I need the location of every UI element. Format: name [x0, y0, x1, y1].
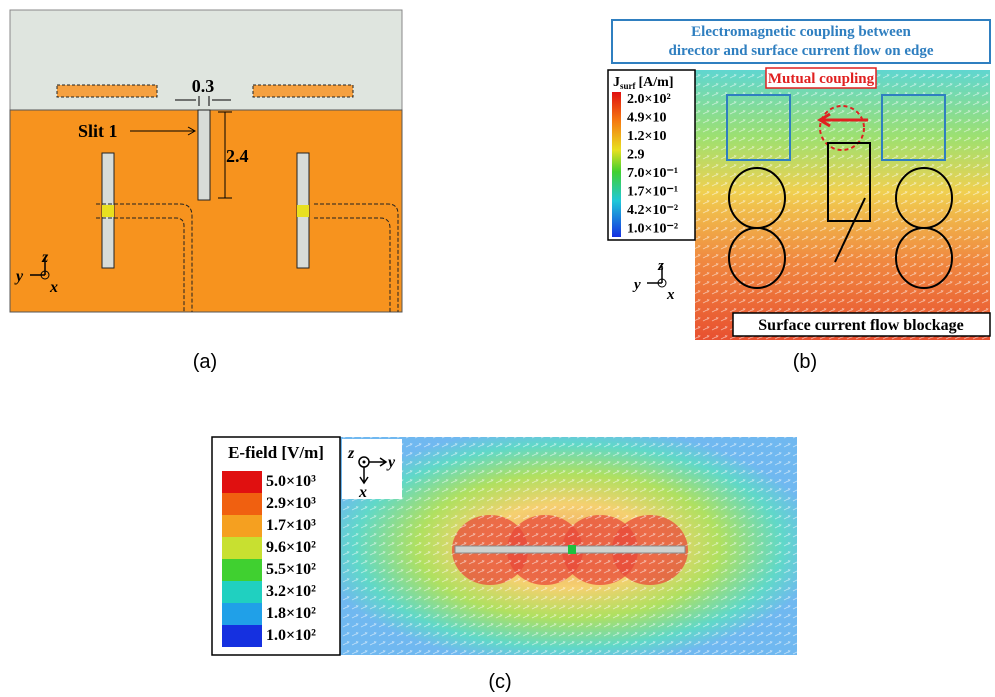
legend-swatch — [222, 625, 262, 647]
legend-title-main: J — [613, 75, 620, 90]
panel-label: (a) — [193, 351, 217, 373]
figure: 0.3 Slit 1 2.4 z y x (a) Electromagnetic… — [0, 0, 995, 697]
legend-tick-label: 4.9×10 — [627, 111, 666, 126]
feed — [568, 545, 576, 554]
legend-swatch — [222, 493, 262, 515]
panel-label: (c) — [488, 671, 511, 693]
axis-label: x — [358, 484, 367, 501]
panel-a: 0.3 Slit 1 2.4 z y x (a) — [10, 10, 402, 373]
legend-swatch — [222, 559, 262, 581]
legend-tick-label: 9.6×10² — [266, 539, 316, 556]
axis-label: x — [49, 279, 58, 296]
legend-tick-label: 1.0×10⁻² — [627, 222, 678, 237]
legend-title-sub: surf — [620, 81, 637, 91]
dimension: 2.4 — [226, 146, 249, 166]
colorbar — [612, 92, 621, 237]
legend-tick-label: 1.7×10³ — [266, 517, 316, 534]
legend-swatch — [222, 515, 262, 537]
legend-tick-label: 1.2×10 — [627, 129, 666, 144]
legend-tick-label: 2.9×10³ — [266, 495, 316, 512]
director — [253, 85, 353, 97]
panel-label: (b) — [793, 351, 817, 373]
axis-label: z — [347, 445, 355, 462]
axis-label: y — [632, 277, 641, 293]
feed — [297, 205, 309, 217]
legend-tick-label: 1.7×10⁻¹ — [627, 185, 678, 200]
axis-label: y — [386, 454, 396, 471]
legend-title: E-field [V/m] — [228, 443, 324, 462]
mutual-text: Mutual coupling — [768, 71, 875, 87]
slit-label: Slit 1 — [78, 121, 118, 141]
legend-tick-label: 2.0×10² — [627, 92, 671, 107]
axis-label: x — [666, 287, 675, 303]
axis-label: y — [14, 268, 24, 285]
legend-tick-label: 3.2×10² — [266, 583, 316, 600]
legend-swatch — [222, 471, 262, 493]
axes-icon — [363, 461, 366, 464]
legend-swatch — [222, 581, 262, 603]
legend-tick-label: 5.5×10² — [266, 561, 316, 578]
axis-label: z — [41, 249, 49, 266]
legend-tick-label: 1.0×10² — [266, 627, 316, 644]
legend-title-unit: [A/m] — [639, 75, 674, 90]
legend-swatch — [222, 603, 262, 625]
axis-label: z — [657, 258, 664, 274]
panel-b: Electromagnetic coupling between directo… — [608, 20, 990, 373]
slit — [198, 110, 210, 200]
blockage-text: Surface current flow blockage — [758, 317, 963, 334]
director — [57, 85, 157, 97]
legend-tick-label: 7.0×10⁻¹ — [627, 166, 678, 181]
legend-tick-label: 5.0×10³ — [266, 473, 316, 490]
banner-text: director and surface current flow on edg… — [669, 43, 934, 59]
legend-tick-label: 1.8×10² — [266, 605, 316, 622]
feed — [102, 205, 114, 217]
legend-swatch — [222, 537, 262, 559]
banner-text: Electromagnetic coupling between — [691, 24, 911, 40]
legend-tick-label: 2.9 — [627, 148, 645, 163]
dimension: 0.3 — [192, 76, 215, 96]
panel-c: z y x E-field [V/m] 5.0×10³ 2.9×10³ 1.7×10… — [212, 437, 797, 693]
legend-tick-label: 4.2×10⁻² — [627, 203, 678, 218]
